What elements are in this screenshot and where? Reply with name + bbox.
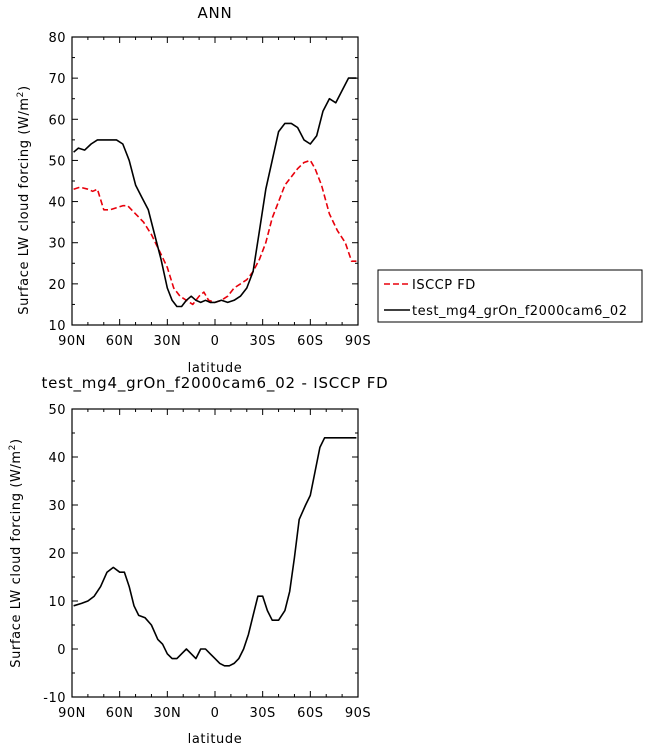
bottom-y-tick-label: 20 [48, 547, 66, 562]
bottom-chart: test_mg4_grOn_f2000cam6_02 - ISCCP FD la… [8, 374, 388, 747]
top-x-tick-label: 90N [58, 334, 86, 349]
bottom-y-label-main: Surface LW cloud forcing (W/m [9, 450, 24, 667]
bottom-y-tick-label: 30 [48, 499, 66, 514]
bottom-chart-title: test_mg4_grOn_f2000cam6_02 - ISCCP FD [41, 374, 388, 393]
top-chart-title: ANN [197, 4, 232, 22]
top-x-tick-label: 90S [345, 334, 371, 349]
bottom-y-tick-label: 0 [57, 643, 66, 658]
bottom-x-tick-label: 60N [106, 706, 134, 721]
top-x-tick-label: 60S [297, 334, 323, 349]
legend: ISCCP FD test_mg4_grOn_f2000cam6_02 [377, 269, 643, 323]
legend-label-test: test_mg4_grOn_f2000cam6_02 [412, 304, 627, 319]
top-y-tick-label: 80 [48, 31, 66, 46]
top-series-line-0 [73, 159, 357, 306]
top-y-tick-label: 70 [48, 72, 66, 87]
bottom-y-tick-label: 10 [48, 595, 66, 610]
top-y-tick-label: 60 [48, 113, 66, 128]
top-chart: ANN latitude Surface LW cloud forcing (W… [16, 4, 371, 376]
top-y-label-main: Surface LW cloud forcing (W/m [17, 97, 32, 314]
bottom-x-tick-label: 30N [153, 706, 181, 721]
top-series-line-1 [73, 77, 357, 308]
bottom-y-tick-label: 50 [48, 403, 66, 418]
top-x-tick-label: 30N [153, 334, 181, 349]
bottom-y-label-close: ) [9, 438, 24, 444]
top-y-tick-label: 10 [48, 319, 66, 334]
bottom-x-tick-label: 30S [250, 706, 276, 721]
bottom-chart-x-axis-label: latitude [188, 732, 243, 747]
bottom-y-tick-label: 40 [48, 451, 66, 466]
top-y-tick-label: 40 [48, 196, 66, 211]
bottom-x-tick-label: 60S [297, 706, 323, 721]
legend-box [377, 269, 643, 323]
top-x-tick-label: 0 [211, 334, 220, 349]
top-y-tick-label: 50 [48, 154, 66, 169]
bottom-plot-frame [71, 408, 359, 698]
legend-label-isccp: ISCCP FD [412, 278, 476, 293]
top-plot-frame [71, 36, 359, 326]
bottom-series-line-0 [73, 436, 357, 667]
bottom-x-tick-label: 90N [58, 706, 86, 721]
bottom-y-label-sup: 2 [8, 444, 18, 450]
top-y-label-sup: 2 [16, 91, 26, 97]
top-y-tick-label: 20 [48, 278, 66, 293]
top-chart-y-axis-label: Surface LW cloud forcing (W/m2) [16, 85, 32, 314]
top-x-tick-label: 30S [250, 334, 276, 349]
bottom-x-tick-label: 90S [345, 706, 371, 721]
bottom-chart-y-axis-label: Surface LW cloud forcing (W/m2) [8, 438, 24, 667]
bottom-x-tick-label: 0 [211, 706, 220, 721]
bottom-y-tick-label: -10 [43, 691, 66, 706]
top-y-tick-label: 30 [48, 237, 66, 252]
top-chart-x-axis-label: latitude [188, 361, 243, 376]
top-y-label-close: ) [17, 85, 32, 91]
top-x-tick-label: 60N [106, 334, 134, 349]
